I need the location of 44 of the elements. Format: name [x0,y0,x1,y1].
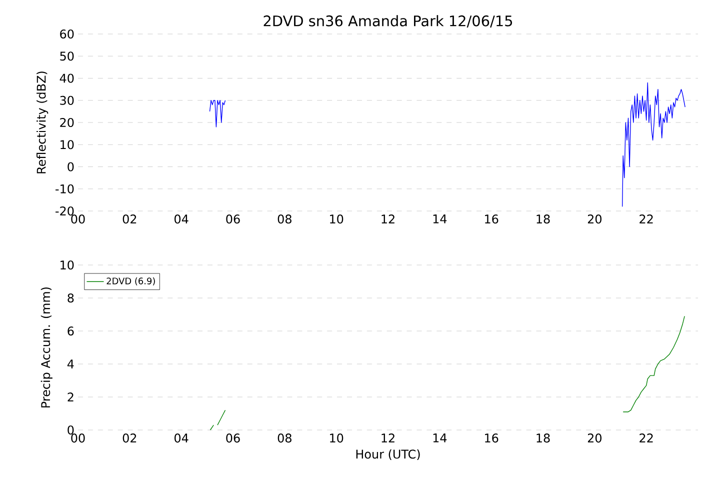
x-tick-label: 10 [330,434,344,443]
legend-label: 2DVD (6.9) [106,277,155,286]
y-tick-label: 50 [60,52,74,61]
y-tick-label: 20 [60,118,74,128]
chart-title: 2DVD sn36 Amanda Park 12/06/15 [264,15,512,28]
x-tick-label: 18 [536,214,550,224]
x-tick-label: 04 [174,434,188,443]
y-axis-title: Precip Accum. (mm) [40,287,52,408]
y-tick-label: 0 [68,162,74,172]
y-tick-label: 30 [60,96,74,105]
x-tick-label: 18 [536,434,550,443]
y-tick-label: 40 [60,74,74,83]
y-tick-label: 10 [60,260,74,270]
x-tick-label: 10 [330,214,344,224]
x-tick-label: 20 [588,434,602,443]
x-tick-label: 02 [122,214,136,224]
x-tick-label: 22 [640,434,653,442]
y-tick-label: 0 [68,425,74,435]
x-tick-label: 08 [278,434,292,443]
x-tick-label: 22 [640,214,653,224]
y-tick-label: 4 [67,360,74,368]
x-tick-label: 12 [382,434,394,442]
x-tick-label: 06 [226,214,240,224]
x-tick-label: 20 [588,214,602,224]
x-axis-title: Hour (UTC) [356,449,420,460]
x-tick-label: 14 [433,434,447,442]
x-tick-label: 16 [485,434,498,443]
y-tick-label: 6 [68,326,74,336]
x-tick-label: 02 [122,434,136,443]
x-tick-label: 14 [433,214,447,224]
x-tick-label: 00 [71,214,85,224]
y-tick-label: 10 [60,140,74,150]
x-tick-label: 06 [226,434,240,443]
x-tick-label: 04 [174,214,188,224]
y-tick-label: -20 [56,206,74,216]
x-tick-label: 16 [485,214,498,224]
y-tick-label: 8 [68,293,74,303]
y-axis-title: Reflectivity (dBZ) [36,72,48,174]
y-tick-label: -10 [56,184,74,194]
x-tick-label: 12 [382,214,394,224]
x-tick-label: 00 [71,434,85,443]
y-tick-label: 60 [60,29,74,39]
y-tick-label: 2 [68,392,74,402]
x-tick-label: 08 [278,214,292,224]
